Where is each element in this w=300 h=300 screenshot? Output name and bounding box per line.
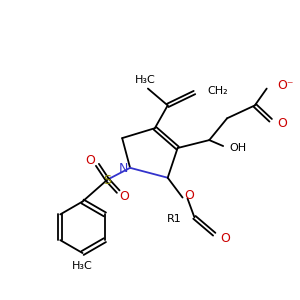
Text: R1: R1 xyxy=(167,214,182,224)
Text: O: O xyxy=(119,190,129,203)
Text: O⁻: O⁻ xyxy=(278,79,294,92)
Text: O: O xyxy=(85,154,95,167)
Text: CH₂: CH₂ xyxy=(207,85,228,96)
Text: S: S xyxy=(103,174,111,187)
Text: O: O xyxy=(220,232,230,245)
Text: N: N xyxy=(118,162,128,175)
Text: OH: OH xyxy=(229,143,246,153)
Text: H₃C: H₃C xyxy=(72,261,93,271)
Text: H₃C: H₃C xyxy=(135,75,155,85)
Text: O: O xyxy=(278,117,287,130)
Text: O: O xyxy=(184,189,194,202)
